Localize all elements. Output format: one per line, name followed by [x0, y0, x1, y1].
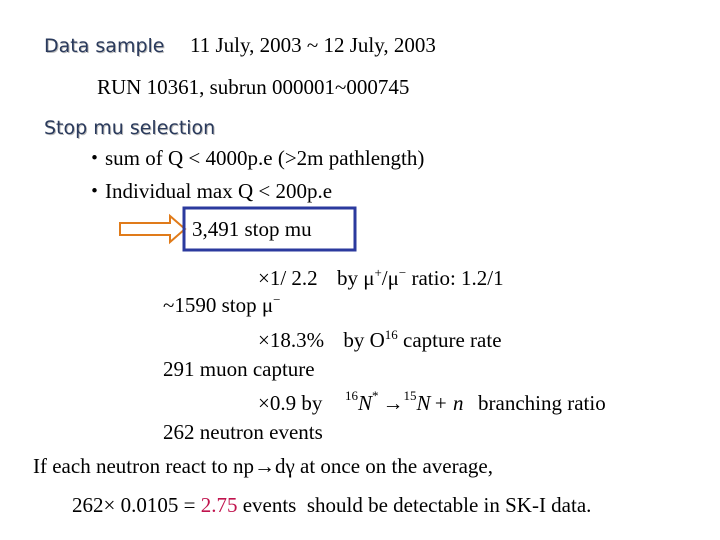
step: ~1590 stop μ− [163, 292, 280, 317]
sup: − [273, 292, 280, 307]
text: by O [343, 328, 384, 352]
step: ×1/ 2.2 by μ+/μ− ratio: 1.2/1 [258, 265, 504, 290]
conclusion: 262× 0.0105 = 2.75 events should be dete… [72, 493, 591, 517]
sup: * [372, 388, 379, 403]
factor: ×1/ 2.2 [258, 266, 318, 290]
bullet: ・Individual max Q < 200p.e [84, 179, 332, 203]
bullet: ・sum of Q < 4000p.e (>2m pathlength) [84, 146, 424, 170]
text: → [383, 391, 404, 415]
text: N [357, 391, 373, 415]
text: 262× 0.0105 = [72, 493, 201, 517]
step: 262 neutron events [163, 420, 323, 444]
sup: 16 [385, 327, 399, 342]
step: ×18.3% by O16 capture rate [258, 327, 502, 352]
text: /μ [382, 266, 399, 290]
sup: 15 [404, 388, 417, 403]
sup: + [374, 265, 381, 280]
text: events should be detectable in SK-I data… [237, 493, 591, 517]
text: ratio: 1.2/1 [406, 266, 503, 290]
highlight: 2.75 [201, 493, 238, 517]
result-box [182, 206, 357, 252]
section-label: Data sample [44, 35, 165, 57]
run-info: RUN 10361, subrun 000001~000745 [97, 75, 409, 99]
factor: ×18.3% [258, 328, 324, 352]
dates: 11 July, 2003 ~ 12 July, 2003 [190, 33, 436, 57]
sup: 16 [345, 388, 359, 403]
result: 3,491 stop mu [192, 217, 312, 241]
step: 291 muon capture [163, 357, 315, 381]
conclusion: If each neutron react to np→dγ at once o… [33, 454, 493, 478]
step: ×0.9 by [258, 391, 323, 415]
text: ~1590 stop μ [163, 293, 273, 317]
text: capture rate [398, 328, 502, 352]
formula: 16N* →15N + n [345, 388, 463, 415]
arrow [119, 213, 187, 245]
text: + n [434, 391, 464, 415]
text: by μ [337, 266, 375, 290]
text: N [416, 391, 432, 415]
sup: − [399, 265, 406, 280]
step: branching ratio [478, 391, 606, 415]
section-label: Stop mu selection [44, 117, 215, 139]
